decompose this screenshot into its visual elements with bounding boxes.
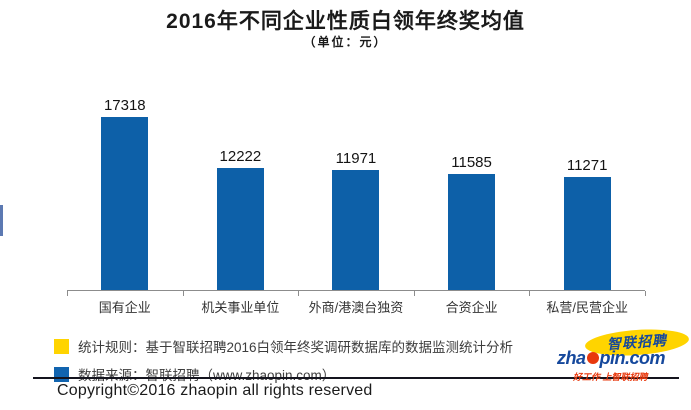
category-labels-row: 国有企业 机关事业单位 外商/港澳台独资 合资企业 私营/民营企业 (67, 297, 645, 316)
bar-value-label: 11585 (451, 154, 492, 171)
bar-value-label: 11271 (566, 157, 608, 174)
bar (332, 170, 380, 290)
axis-tick (529, 291, 531, 296)
footnote-item: 数据来源：智联招聘（www.zhaopin.com） (54, 364, 513, 384)
category-label: 国有企业 (98, 300, 151, 315)
footnote-item: 统计规则：基于智联招聘2016白领年终奖调研数据库的数据监测统计分析 (54, 336, 513, 356)
bars-row: 17318 12222 11971 11585 11271 (67, 95, 645, 290)
category-label: 私营/民营企业 (546, 300, 628, 315)
logo-domain-text: zha pin.com (557, 348, 666, 369)
chart-subtitle: （单位：元） (303, 35, 388, 49)
category-label: 合资企业 (445, 300, 498, 315)
footnotes: 统计规则：基于智联招聘2016白领年终奖调研数据库的数据监测统计分析 数据来源：智… (54, 336, 513, 392)
legend-swatch (54, 338, 69, 354)
bar (216, 168, 264, 290)
bar-slot: 12222 (183, 148, 299, 290)
copyright-text: Copyright©2016 zhaopin all rights reserv… (57, 382, 373, 399)
axis-tick (298, 291, 300, 296)
bar-value-label: 11971 (335, 150, 377, 167)
bar-slot: 11971 (298, 150, 414, 290)
category-label: 外商/港澳台独资 (308, 300, 404, 315)
axis-tick (645, 291, 646, 296)
chart-title: 2016年不同企业性质白领年终奖均值 (166, 10, 525, 33)
logo-tagline: 好工作 上智联招聘 (573, 372, 648, 382)
bar (101, 117, 149, 290)
footer-divider (33, 377, 679, 379)
footnote-text: 统计规则：基于智联招聘2016白领年终奖调研数据库的数据监测统计分析 (78, 340, 514, 355)
axis-tick (67, 291, 68, 296)
bar-slot: 17318 (67, 97, 183, 290)
zhaopin-logo: 智联招聘 zha pin.com 好工作 上智联招聘 (557, 325, 691, 382)
legend-swatch (54, 366, 69, 382)
bar (448, 174, 496, 290)
category-label: 机关事业单位 (201, 300, 280, 315)
x-axis (67, 290, 646, 297)
bar-slot: 11271 (529, 157, 645, 290)
bar (563, 177, 611, 290)
footnote-text: 数据来源：智联招聘（www.zhaopin.com） (78, 368, 336, 383)
bar-chart: 17318 12222 11971 11585 11271 国有企业 机关事业单位 外商/港… (67, 95, 646, 316)
logo-domain-prefix: zha (557, 348, 586, 368)
bar-value-label: 17318 (103, 97, 146, 114)
logo-domain-suffix: pin.com (599, 348, 666, 368)
left-edge-strip (0, 205, 3, 236)
bar-slot: 11585 (414, 154, 530, 290)
logo-red-dot-icon (586, 352, 599, 364)
axis-tick (182, 291, 184, 296)
axis-tick (413, 291, 415, 296)
bar-value-label: 12222 (219, 148, 262, 165)
